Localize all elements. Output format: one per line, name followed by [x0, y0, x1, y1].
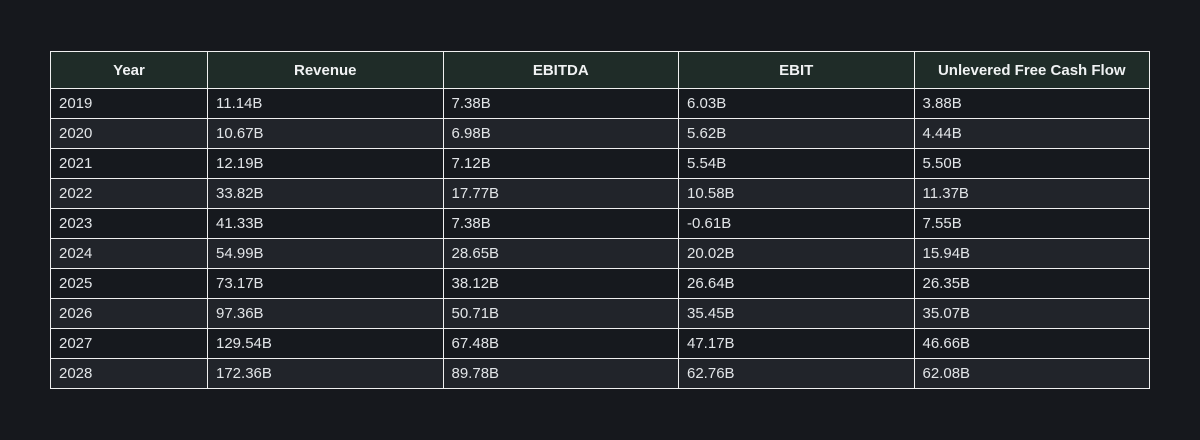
year-cell: 2022: [50, 178, 208, 209]
value-cell-revenue: 97.36B: [207, 298, 444, 329]
value-cell-ebit: 6.03B: [678, 88, 915, 119]
value-cell-ebit: 62.76B: [678, 358, 915, 389]
value-cell-revenue: 172.36B: [207, 358, 444, 389]
value-cell-revenue: 73.17B: [207, 268, 444, 299]
value-cell-ebit: 35.45B: [678, 298, 915, 329]
value-cell-ebit: 5.54B: [678, 148, 915, 179]
table-header-row: Year Revenue EBITDA EBIT Unlevered Free Cash…: [50, 51, 1150, 89]
value-cell-ebit: 5.62B: [678, 118, 915, 149]
value-cell-revenue: 11.14B: [207, 88, 444, 119]
table-row: 2020 10.67B 6.98B 5.62B 4.44B: [50, 118, 1150, 149]
value-cell-ufcf: 15.94B: [913, 238, 1150, 269]
table-row: 2019 11.14B 7.38B 6.03B 3.88B: [50, 88, 1150, 119]
table-row: 2027 129.54B 67.48B 47.17B 46.66B: [50, 328, 1150, 359]
value-cell-ufcf: 5.50B: [913, 148, 1150, 179]
table-row: 2024 54.99B 28.65B 20.02B 15.94B: [50, 238, 1150, 269]
value-cell-ebit: 10.58B: [678, 178, 915, 209]
table-row: 2028 172.36B 89.78B 62.76B 62.08B: [50, 358, 1150, 389]
column-header-revenue: Revenue: [207, 51, 444, 89]
table-header: Year Revenue EBITDA EBIT Unlevered Free Cash…: [50, 51, 1150, 89]
value-cell-ufcf: 4.44B: [913, 118, 1150, 149]
value-cell-ebitda: 17.77B: [442, 178, 679, 209]
financials-table: Year Revenue EBITDA EBIT Unlevered Free Cash…: [50, 51, 1150, 389]
value-cell-ufcf: 62.08B: [913, 358, 1150, 389]
value-cell-ebitda: 67.48B: [442, 328, 679, 359]
value-cell-revenue: 54.99B: [207, 238, 444, 269]
year-cell: 2024: [50, 238, 208, 269]
value-cell-ufcf: 46.66B: [913, 328, 1150, 359]
value-cell-revenue: 41.33B: [207, 208, 444, 239]
value-cell-ufcf: 7.55B: [913, 208, 1150, 239]
value-cell-ebit: 20.02B: [678, 238, 915, 269]
column-header-ufcf: Unlevered Free Cash Flow: [913, 51, 1150, 89]
table-row: 2026 97.36B 50.71B 35.45B 35.07B: [50, 298, 1150, 329]
value-cell-ebitda: 7.38B: [442, 208, 679, 239]
value-cell-ebitda: 38.12B: [442, 268, 679, 299]
value-cell-ufcf: 3.88B: [913, 88, 1150, 119]
value-cell-ufcf: 26.35B: [913, 268, 1150, 299]
value-cell-ebitda: 89.78B: [442, 358, 679, 389]
value-cell-revenue: 129.54B: [207, 328, 444, 359]
value-cell-ebitda: 7.38B: [442, 88, 679, 119]
year-cell: 2027: [50, 328, 208, 359]
table-row: 2023 41.33B 7.38B -0.61B 7.55B: [50, 208, 1150, 239]
value-cell-ebit: 47.17B: [678, 328, 915, 359]
column-header-year: Year: [50, 51, 208, 89]
value-cell-ebitda: 50.71B: [442, 298, 679, 329]
value-cell-ebitda: 7.12B: [442, 148, 679, 179]
year-cell: 2025: [50, 268, 208, 299]
value-cell-revenue: 10.67B: [207, 118, 444, 149]
year-cell: 2023: [50, 208, 208, 239]
column-header-ebit: EBIT: [678, 51, 915, 89]
table-row: 2022 33.82B 17.77B 10.58B 11.37B: [50, 178, 1150, 209]
value-cell-ebit: 26.64B: [678, 268, 915, 299]
value-cell-revenue: 12.19B: [207, 148, 444, 179]
year-cell: 2026: [50, 298, 208, 329]
year-cell: 2019: [50, 88, 208, 119]
financials-table-container: Year Revenue EBITDA EBIT Unlevered Free Cash…: [50, 51, 1150, 389]
value-cell-revenue: 33.82B: [207, 178, 444, 209]
table-row: 2021 12.19B 7.12B 5.54B 5.50B: [50, 148, 1150, 179]
table-row: 2025 73.17B 38.12B 26.64B 26.35B: [50, 268, 1150, 299]
year-cell: 2021: [50, 148, 208, 179]
value-cell-ebit: -0.61B: [678, 208, 915, 239]
year-cell: 2028: [50, 358, 208, 389]
column-header-ebitda: EBITDA: [442, 51, 679, 89]
value-cell-ufcf: 11.37B: [913, 178, 1150, 209]
value-cell-ebitda: 6.98B: [442, 118, 679, 149]
year-cell: 2020: [50, 118, 208, 149]
value-cell-ebitda: 28.65B: [442, 238, 679, 269]
value-cell-ufcf: 35.07B: [913, 298, 1150, 329]
table-body: 2019 11.14B 7.38B 6.03B 3.88B 2020 10.67B 6.98B…: [50, 88, 1150, 389]
